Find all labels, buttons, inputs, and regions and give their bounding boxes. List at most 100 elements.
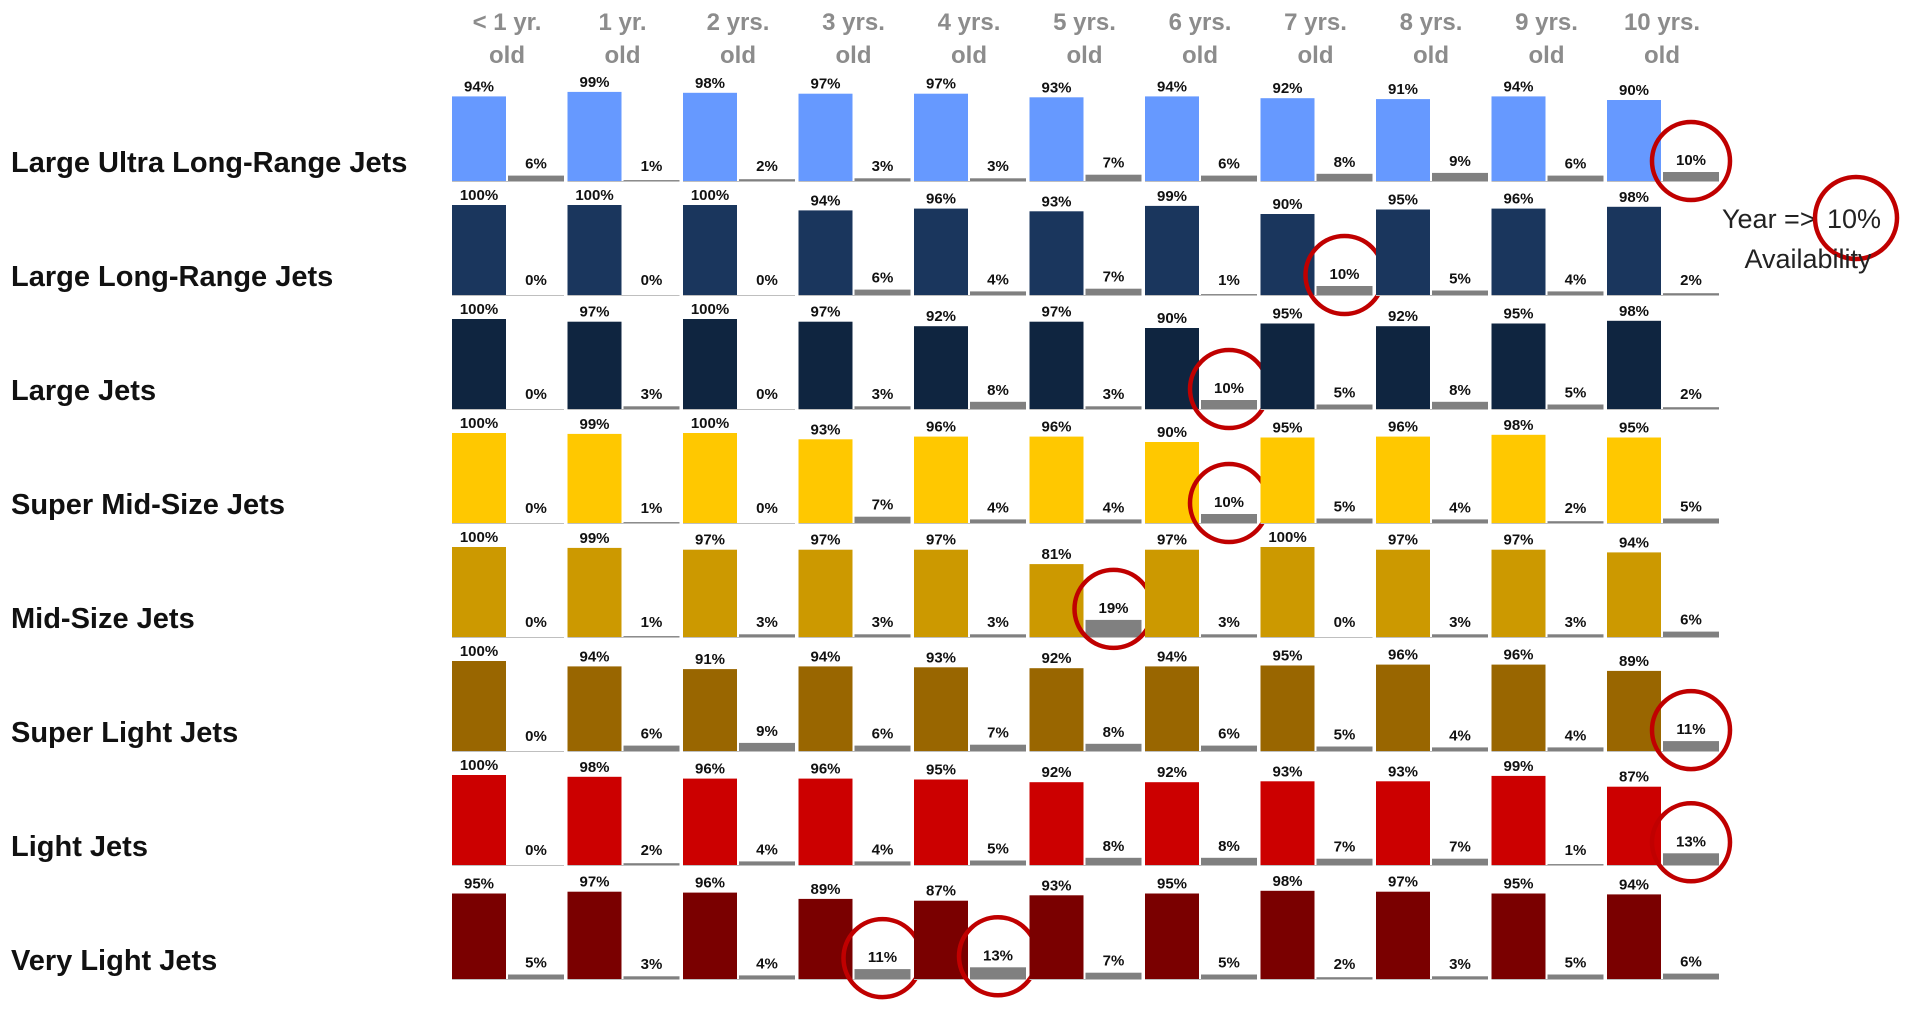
availability-value-label: 97% [695, 532, 725, 549]
row-label: Large Ultra Long-Range Jets [11, 147, 407, 179]
availability-bar [798, 321, 853, 409]
secondary-bar [970, 178, 1026, 181]
availability-value-label: 93% [1388, 763, 1418, 780]
secondary-value-label: 10% [1214, 380, 1244, 397]
availability-value-label: 95% [1388, 192, 1418, 209]
secondary-value-label: 13% [1676, 833, 1706, 850]
column-header-line: old [1529, 42, 1565, 69]
secondary-value-label: 9% [1449, 153, 1471, 170]
column-header-line: old [1182, 42, 1218, 69]
availability-value-label: 96% [1503, 647, 1533, 664]
secondary-bar [1432, 290, 1488, 295]
secondary-value-label: 4% [987, 499, 1009, 516]
availability-value-label: 96% [1388, 419, 1418, 436]
secondary-bar [854, 745, 911, 751]
availability-bar [798, 210, 853, 295]
secondary-bar [1432, 401, 1488, 409]
availability-value-label: 99% [579, 74, 609, 91]
column-header-line: 8 yrs. [1400, 9, 1463, 36]
secondary-value-label: 4% [1449, 499, 1471, 516]
availability-value-label: 97% [1388, 532, 1418, 549]
secondary-value-label: 8% [1103, 838, 1125, 855]
secondary-value-label: 0% [641, 272, 663, 289]
secondary-value-label: 5% [987, 841, 1009, 858]
secondary-value-label: 7% [1449, 839, 1471, 856]
secondary-bar [623, 180, 680, 181]
availability-bar [452, 96, 506, 181]
availability-bar [1376, 891, 1430, 979]
secondary-value-label: 10% [1214, 494, 1244, 511]
availability-value-label: 89% [1619, 653, 1649, 670]
column-header-line: 9 yrs. [1515, 9, 1578, 36]
secondary-bar [1085, 288, 1142, 295]
column-header-line: old [951, 42, 987, 69]
secondary-value-label: 0% [756, 272, 778, 289]
availability-bar [1491, 434, 1546, 523]
secondary-value-label: 7% [872, 497, 894, 514]
secondary-bar [1663, 172, 1719, 181]
availability-value-label: 94% [464, 78, 494, 95]
secondary-value-label: 5% [1334, 727, 1356, 744]
availability-value-label: 95% [464, 876, 494, 893]
legend-circle [1812, 174, 1900, 262]
secondary-value-label: 7% [1103, 155, 1125, 172]
availability-value-label: 97% [926, 532, 956, 549]
availability-bar [914, 779, 968, 865]
availability-value-label: 96% [1503, 191, 1533, 208]
secondary-bar [623, 522, 680, 523]
secondary-value-label: 2% [1680, 386, 1702, 403]
secondary-value-label: 4% [1449, 727, 1471, 744]
availability-value-label: 100% [691, 187, 729, 204]
availability-bar [452, 661, 506, 751]
availability-value-label: 100% [460, 415, 498, 432]
column-header-line: 5 yrs. [1053, 9, 1116, 36]
secondary-value-label: 5% [1334, 385, 1356, 402]
secondary-value-label: 3% [756, 614, 778, 631]
legend-caption: Availability [1744, 244, 1872, 274]
secondary-bar [970, 401, 1026, 409]
availability-value-label: 97% [1157, 532, 1187, 549]
availability-bar [798, 93, 853, 181]
secondary-value-label: 6% [1680, 954, 1702, 971]
column-header-line: 3 yrs. [822, 9, 885, 36]
availability-value-label: 99% [579, 416, 609, 433]
availability-value-label: 92% [1041, 650, 1071, 667]
secondary-value-label: 8% [1334, 154, 1356, 171]
secondary-value-label: 7% [1103, 269, 1125, 286]
availability-bar [452, 433, 506, 523]
column-header-line: old [489, 42, 525, 69]
secondary-bar [970, 860, 1026, 865]
column-header-line: old [720, 42, 756, 69]
availability-value-label: 95% [1272, 648, 1302, 665]
secondary-bar [1547, 864, 1604, 865]
availability-value-label: 94% [1619, 876, 1649, 893]
secondary-value-label: 3% [987, 614, 1009, 631]
secondary-value-label: 0% [756, 386, 778, 403]
availability-bar [1376, 436, 1430, 523]
secondary-bar [854, 969, 911, 979]
availability-bar [914, 667, 968, 751]
secondary-value-label: 10% [1329, 266, 1359, 283]
secondary-bar [739, 861, 795, 865]
availability-value-label: 99% [1503, 758, 1533, 775]
availability-bar [1491, 323, 1546, 409]
availability-bar [1260, 665, 1315, 751]
availability-value-label: 96% [926, 419, 956, 436]
secondary-value-label: 2% [1565, 500, 1587, 517]
secondary-bar [1201, 400, 1257, 409]
secondary-value-label: 2% [756, 158, 778, 175]
availability-value-label: 94% [1157, 648, 1187, 665]
secondary-bar [739, 634, 795, 637]
secondary-value-label: 8% [1449, 382, 1471, 399]
column-header-line: old [1067, 42, 1103, 69]
availability-value-label: 81% [1041, 546, 1071, 563]
secondary-value-label: 0% [525, 386, 547, 403]
secondary-bar [1316, 858, 1373, 865]
availability-bar [1491, 208, 1546, 295]
secondary-bar [1547, 291, 1604, 295]
availability-value-label: 93% [810, 421, 840, 438]
highlight-circle [1649, 801, 1733, 884]
secondary-bar [1316, 173, 1373, 181]
row-label: Super Mid-Size Jets [11, 489, 285, 521]
availability-bar [1607, 437, 1661, 523]
